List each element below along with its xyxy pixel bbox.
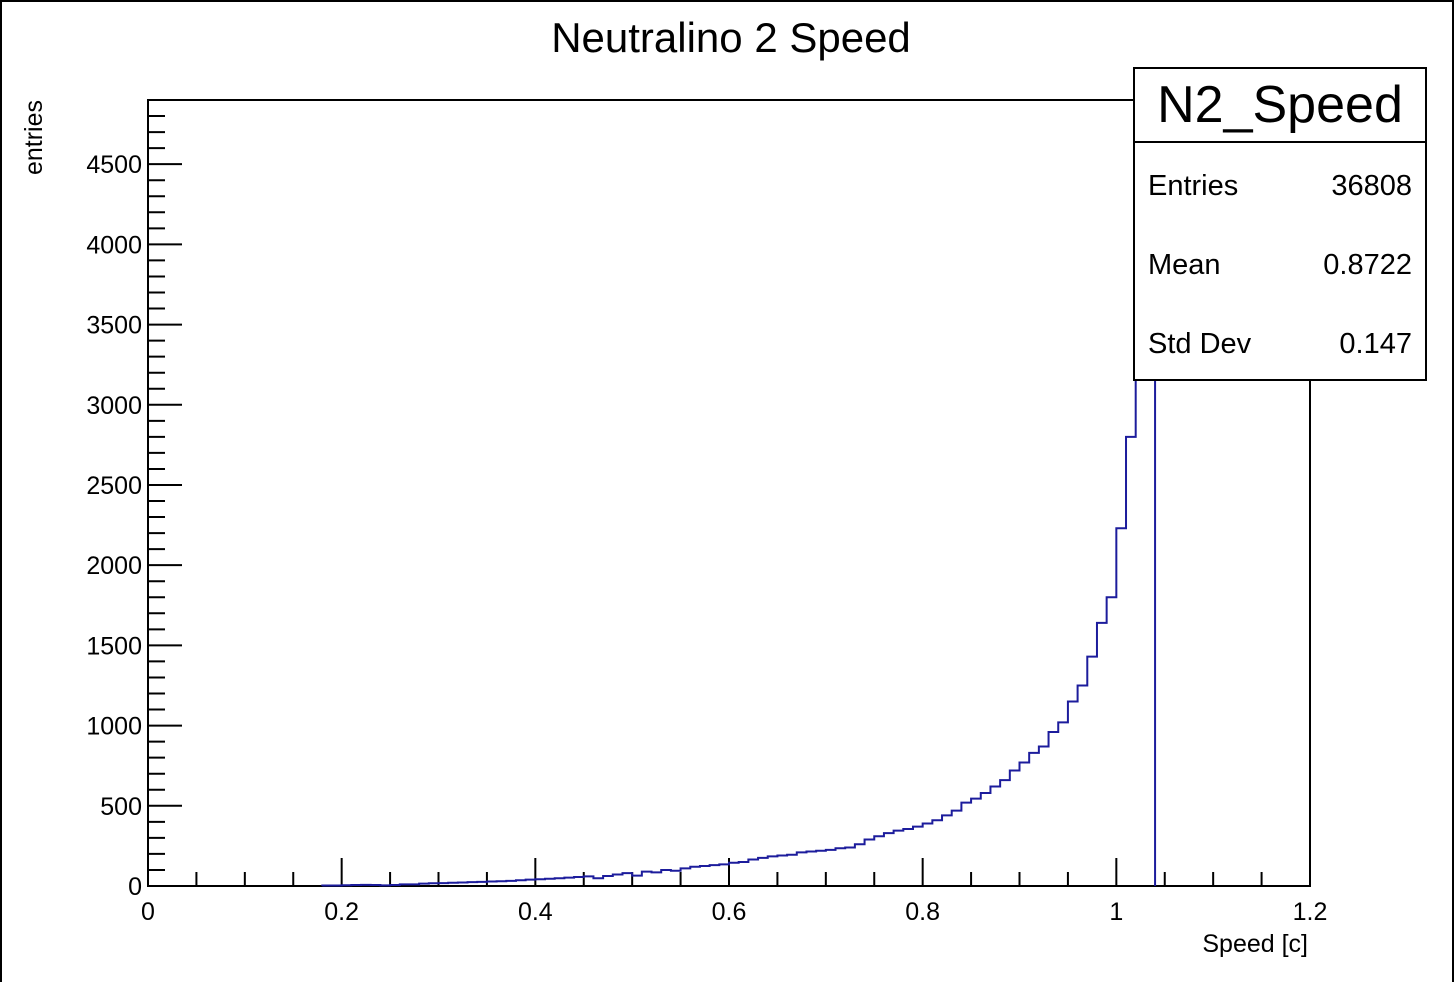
y-tick-label: 2500 xyxy=(86,472,142,500)
stats-name: N2_Speed xyxy=(1157,76,1403,134)
stats-mean-value: 0.8722 xyxy=(1323,249,1412,281)
y-tick-label: 4500 xyxy=(86,151,142,179)
y-tick-label: 4000 xyxy=(86,231,142,259)
x-axis: 0 0.2 0.4 0.6 0.8 1 1.2 xyxy=(141,858,1327,926)
y-tick-label: 3500 xyxy=(86,312,142,340)
y-tick-label: 2000 xyxy=(86,552,142,580)
y-tick-label: 0 xyxy=(128,873,142,901)
stats-mean-label: Mean xyxy=(1148,249,1221,281)
x-tick-label: 0.8 xyxy=(905,898,940,926)
x-tick-label: 0.4 xyxy=(518,898,553,926)
stats-box-frame xyxy=(1133,67,1427,381)
y-axis-title: entries xyxy=(20,100,48,175)
x-axis-title: Speed [c] xyxy=(1202,930,1308,958)
stats-stddev-value: 0.147 xyxy=(1339,328,1412,360)
y-tick-label: 3000 xyxy=(86,392,142,420)
histogram-line xyxy=(321,135,1157,887)
stats-entries-value: 36808 xyxy=(1331,170,1412,202)
chart-title: Neutralino 2 Speed xyxy=(551,14,911,61)
stats-box: N2_Speed Entries 36808 Mean 0.8722 Std D… xyxy=(1133,67,1427,381)
stats-entries-label: Entries xyxy=(1148,170,1238,202)
x-tick-label: 1 xyxy=(1109,898,1123,926)
x-tick-label: 1.2 xyxy=(1293,898,1328,926)
y-tick-label: 1000 xyxy=(86,713,142,741)
x-tick-label: 0.6 xyxy=(712,898,747,926)
y-tick-label: 500 xyxy=(100,793,142,821)
y-tick-label: 1500 xyxy=(86,632,142,660)
x-tick-label: 0.2 xyxy=(324,898,359,926)
x-tick-label: 0 xyxy=(141,898,155,926)
y-axis: 0 500 1000 1500 2000 2500 3000 3500 4000 4500 xyxy=(86,99,182,901)
stats-stddev-label: Std Dev xyxy=(1148,328,1252,360)
